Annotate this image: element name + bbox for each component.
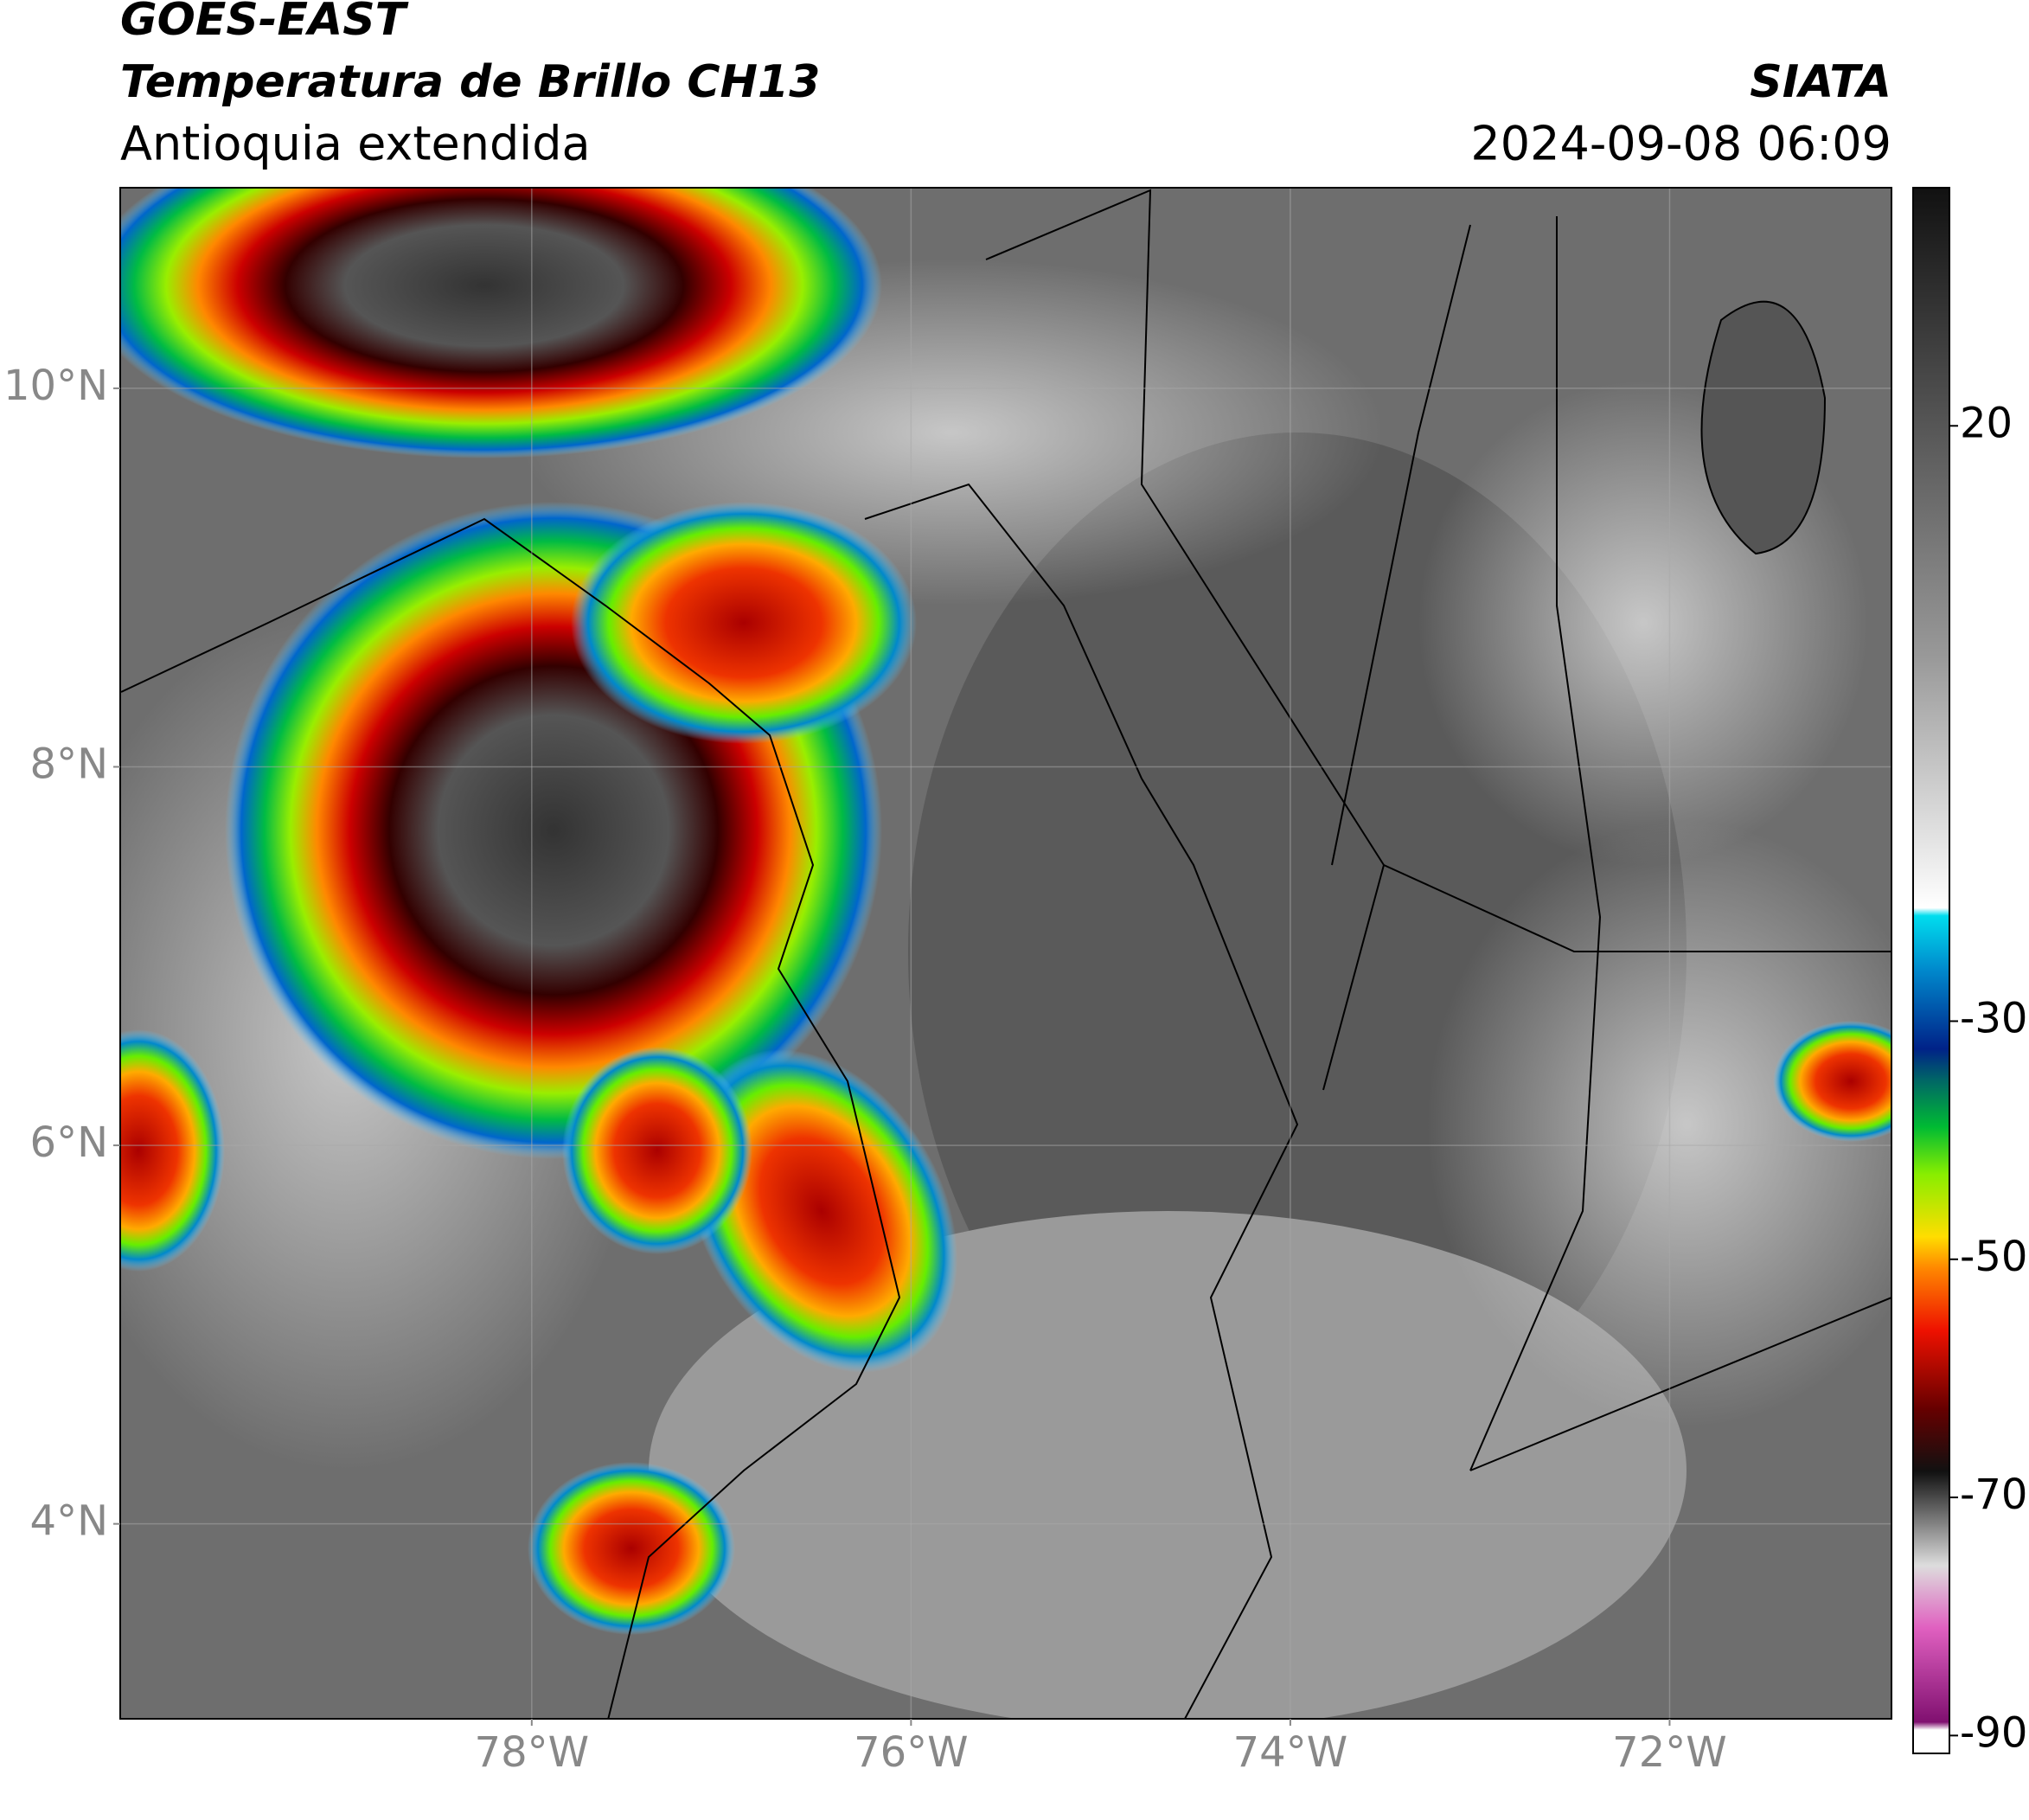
colorbar-label: -50	[1960, 1233, 2027, 1281]
y-tick-label: 6°N	[30, 1118, 108, 1167]
x-tick-label: 76°W	[854, 1728, 969, 1777]
region: Antioquia extendida	[120, 117, 591, 171]
colorbar	[1912, 187, 1950, 1754]
x-tick-label: 72°W	[1612, 1728, 1727, 1777]
y-tick-label: 8°N	[30, 740, 108, 788]
colorbar-label: -30	[1960, 994, 2027, 1042]
subtitle: Temperatura de Brillo CH13	[120, 56, 820, 108]
colorbar-label: 20	[1960, 399, 2013, 447]
colorbar-label: -90	[1960, 1708, 2027, 1757]
y-tick-label: 10°N	[3, 362, 108, 410]
gridlines	[120, 188, 1891, 1719]
satellite-image	[120, 188, 1891, 1719]
colorbar-label: -70	[1960, 1471, 2027, 1519]
title: GOES-EAST	[120, 0, 409, 46]
x-tick-label: 78°W	[475, 1728, 590, 1777]
datetime: 2024-09-08 06:09	[1470, 117, 1891, 171]
source: SIATA	[1750, 56, 1891, 108]
y-tick-label: 4°N	[30, 1497, 108, 1546]
x-tick-label: 74°W	[1233, 1728, 1348, 1777]
map-frame	[119, 187, 1892, 1720]
